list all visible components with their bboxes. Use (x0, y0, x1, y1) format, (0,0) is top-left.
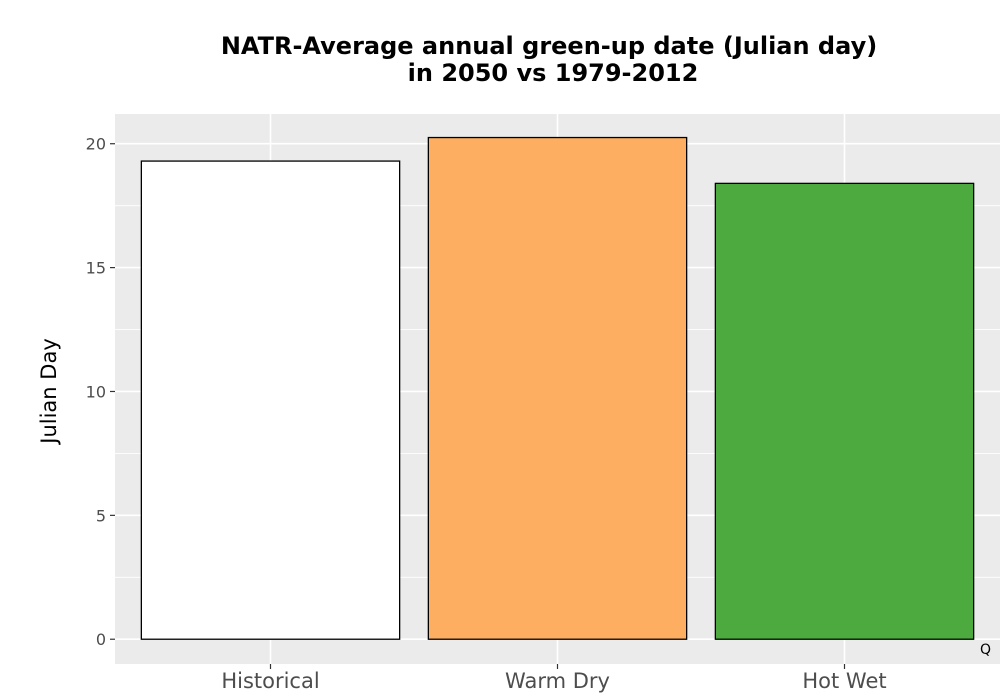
bar-hot-wet (714, 182, 975, 640)
x-tick-label: Historical (221, 669, 319, 693)
corner-mark: Q (980, 642, 991, 658)
y-tick-label: 5 (96, 506, 106, 525)
bar-historical (140, 160, 401, 640)
chart-title-line-1: NATR-Average annual green-up date (Julia… (221, 32, 877, 60)
x-tick-label: Warm Dry (505, 669, 610, 693)
y-tick-label: 10 (86, 382, 106, 401)
x-tick-label: Hot Wet (802, 669, 886, 693)
y-axis-ticks: 0 5 10 15 20 (86, 135, 115, 649)
y-axis-label: Julian Day (37, 338, 61, 446)
x-axis-ticks: Historical Warm Dry Hot Wet (221, 664, 887, 693)
y-tick-label: 0 (96, 630, 106, 649)
bar-warm-dry (427, 136, 688, 640)
bars (140, 136, 975, 640)
chart-title-line-2: in 2050 vs 1979-2012 (408, 59, 699, 87)
y-tick-label: 20 (86, 135, 106, 154)
y-tick-label: 15 (86, 259, 106, 278)
